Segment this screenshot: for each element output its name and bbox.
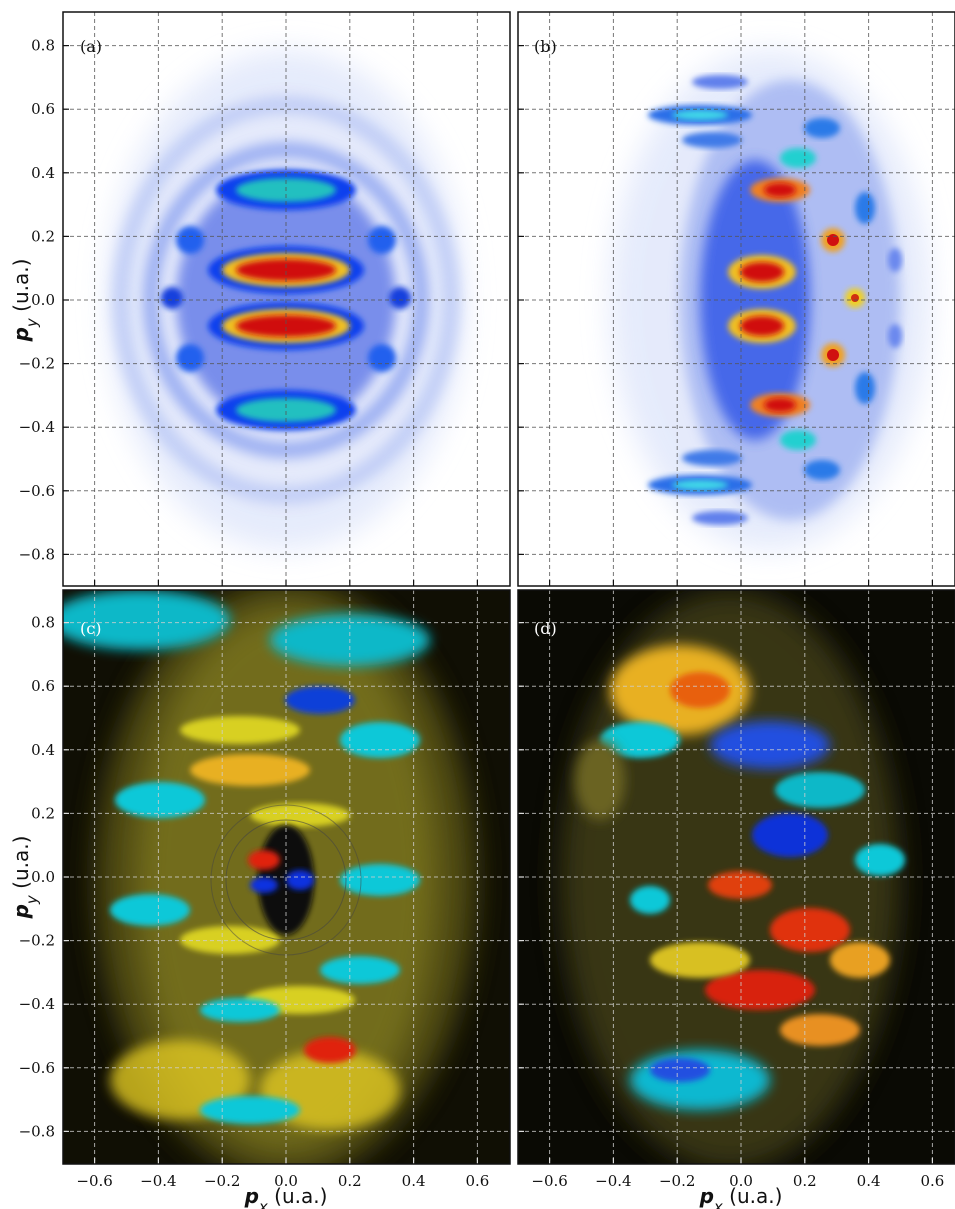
x-tick-label: 0.4 — [857, 1172, 881, 1190]
y-tick-label: 0.4 — [31, 741, 55, 759]
x-tick-label: −0.2 — [659, 1172, 695, 1190]
x-tick-label: 0.0 — [729, 1172, 753, 1190]
x-tick-label: 0.2 — [338, 1172, 362, 1190]
y-tick-label: 0.2 — [31, 227, 55, 245]
y-tick-label: 0.6 — [31, 677, 55, 695]
tick-labels: 0.8 0.6 0.4 0.2 0.0 −0.2 −0.4 −0.6 −0.8 −0.6 −0.4 −… — [19, 37, 945, 1190]
x-tick-label: −0.2 — [204, 1172, 240, 1190]
panel-b: (b) — [517, 11, 955, 587]
panel-d-frame — [517, 589, 955, 1165]
y-tick-label: 0.8 — [31, 614, 55, 632]
panel-b-label: (b) — [534, 37, 557, 56]
panel-a-grid — [63, 12, 510, 586]
y-axis-label-top: py (u.a.) — [9, 259, 41, 343]
y-tick-label: −0.4 — [19, 995, 55, 1013]
panel-a-label: (a) — [80, 37, 102, 56]
panel-a-frame — [62, 11, 511, 587]
panel-b-grid — [518, 12, 955, 586]
y-axis-label-bottom: py (u.a.) — [9, 836, 41, 920]
x-axis-label-left: px (u.a.) — [244, 1184, 328, 1209]
y-tick-label: 0.6 — [31, 100, 55, 118]
y-tick-label: −0.6 — [19, 482, 55, 500]
x-tick-label: 0.6 — [465, 1172, 489, 1190]
y-tick-label: −0.2 — [19, 355, 55, 373]
x-tick-label: 0.2 — [793, 1172, 817, 1190]
panel-c: (c) — [62, 589, 511, 1165]
x-tick-label: −0.4 — [140, 1172, 176, 1190]
y-tick-label: 0.0 — [31, 868, 55, 886]
x-tick-label: 0.0 — [274, 1172, 298, 1190]
y-tick-label: 0.2 — [31, 804, 55, 822]
panel-c-frame — [62, 589, 511, 1165]
panel-a: (a) — [62, 11, 511, 587]
panel-d: (d) — [517, 589, 955, 1165]
panel-d-label: (d) — [534, 619, 557, 638]
panel-d-grid — [518, 590, 955, 1164]
x-tick-label: −0.4 — [595, 1172, 631, 1190]
y-tick-label: −0.6 — [19, 1059, 55, 1077]
y-tick-label: 0.0 — [31, 291, 55, 309]
x-tick-label: −0.6 — [531, 1172, 567, 1190]
x-axis-label-right: px (u.a.) — [699, 1184, 783, 1209]
y-tick-label: −0.4 — [19, 418, 55, 436]
x-tick-label: 0.4 — [402, 1172, 426, 1190]
panel-b-frame — [517, 11, 955, 587]
panel-c-grid — [63, 590, 510, 1164]
y-tick-label: −0.8 — [19, 545, 55, 563]
y-tick-label: 0.4 — [31, 164, 55, 182]
y-tick-label: −0.2 — [19, 932, 55, 950]
y-tick-label: −0.8 — [19, 1122, 55, 1140]
panel-c-label: (c) — [80, 619, 101, 638]
y-tick-label: 0.8 — [31, 37, 55, 55]
x-tick-label: −0.6 — [76, 1172, 112, 1190]
x-tick-label: 0.6 — [920, 1172, 944, 1190]
